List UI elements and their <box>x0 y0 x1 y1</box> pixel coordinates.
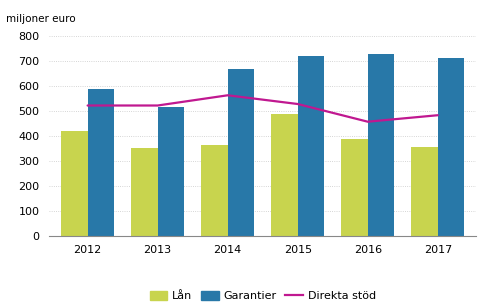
Bar <box>298 56 325 236</box>
Bar <box>87 89 114 236</box>
Text: miljoner euro: miljoner euro <box>6 14 76 24</box>
Bar <box>271 114 298 236</box>
Bar <box>228 69 254 236</box>
Bar <box>411 147 438 236</box>
Bar <box>61 131 87 236</box>
Bar <box>201 145 228 236</box>
Bar <box>438 58 464 236</box>
Bar <box>158 107 184 236</box>
Legend: Lån, Garantier, Direkta stöd: Lån, Garantier, Direkta stöd <box>145 286 380 302</box>
Bar <box>341 139 368 236</box>
Bar <box>131 148 158 236</box>
Bar <box>368 54 394 236</box>
